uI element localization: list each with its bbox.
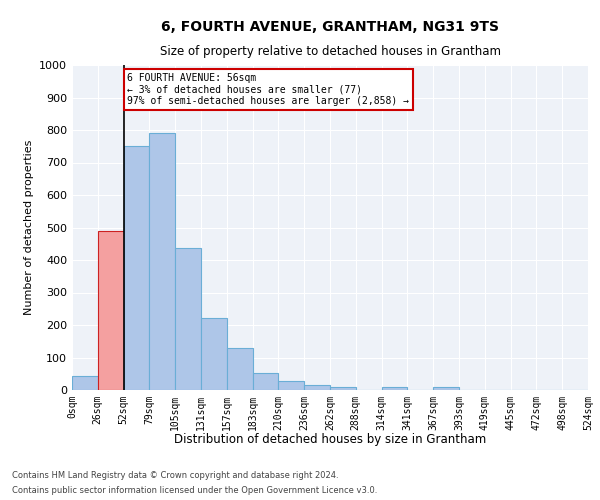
Text: 6 FOURTH AVENUE: 56sqm
← 3% of detached houses are smaller (77)
97% of semi-deta: 6 FOURTH AVENUE: 56sqm ← 3% of detached … <box>127 73 409 106</box>
Bar <box>253 373 278 390</box>
Bar <box>330 387 356 390</box>
Y-axis label: Number of detached properties: Number of detached properties <box>23 140 34 315</box>
Bar <box>227 348 253 390</box>
Text: Distribution of detached houses by size in Grantham: Distribution of detached houses by size … <box>174 432 486 446</box>
Text: Contains public sector information licensed under the Open Government Licence v3: Contains public sector information licen… <box>12 486 377 495</box>
Bar <box>382 388 407 390</box>
Bar <box>433 387 459 390</box>
Bar <box>201 318 227 390</box>
Text: 6, FOURTH AVENUE, GRANTHAM, NG31 9TS: 6, FOURTH AVENUE, GRANTHAM, NG31 9TS <box>161 20 499 34</box>
Bar <box>124 146 149 390</box>
Bar <box>304 385 330 390</box>
Bar <box>98 232 124 390</box>
Bar <box>149 133 175 390</box>
Bar <box>72 376 98 390</box>
Bar <box>175 248 201 390</box>
Bar <box>278 381 304 390</box>
Text: Size of property relative to detached houses in Grantham: Size of property relative to detached ho… <box>160 45 500 58</box>
Text: Contains HM Land Registry data © Crown copyright and database right 2024.: Contains HM Land Registry data © Crown c… <box>12 471 338 480</box>
